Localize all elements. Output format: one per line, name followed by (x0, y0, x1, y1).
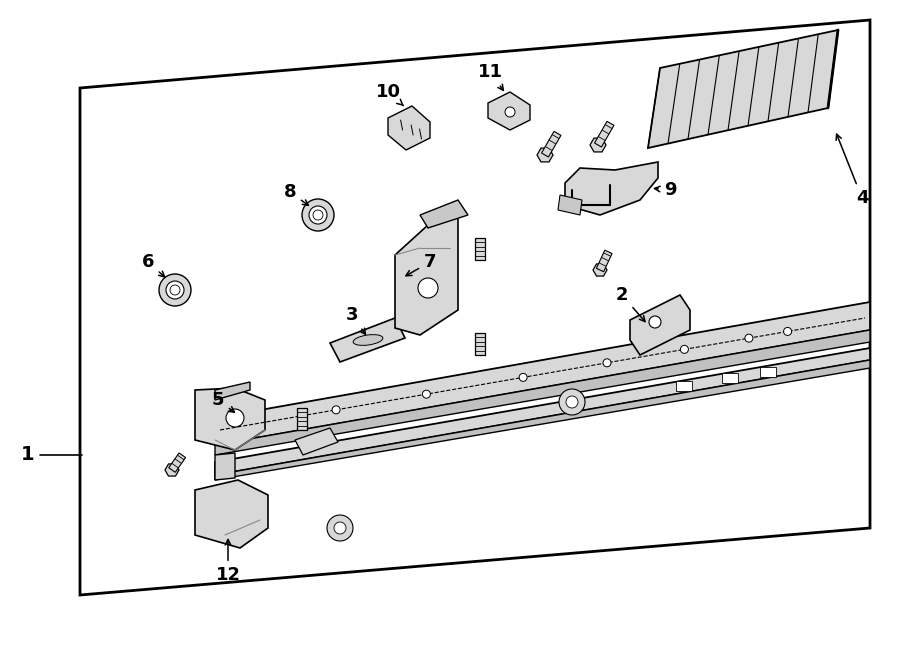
Circle shape (332, 406, 340, 414)
Polygon shape (475, 238, 485, 260)
Text: 3: 3 (346, 306, 365, 334)
Text: 6: 6 (142, 253, 165, 277)
Polygon shape (475, 333, 485, 355)
Polygon shape (722, 373, 737, 383)
Polygon shape (558, 195, 582, 215)
Polygon shape (488, 92, 530, 130)
Circle shape (603, 359, 611, 367)
Polygon shape (195, 388, 265, 450)
Circle shape (566, 396, 578, 408)
Text: 7: 7 (406, 253, 436, 276)
Circle shape (166, 281, 184, 299)
Polygon shape (760, 367, 776, 377)
Text: 10: 10 (375, 83, 403, 106)
Polygon shape (593, 264, 607, 276)
Circle shape (159, 274, 191, 306)
Text: 8: 8 (284, 183, 309, 205)
Polygon shape (215, 360, 870, 480)
Circle shape (327, 515, 353, 541)
Polygon shape (420, 200, 468, 228)
Polygon shape (565, 162, 658, 215)
Polygon shape (168, 453, 185, 472)
Circle shape (519, 373, 527, 381)
Polygon shape (630, 295, 690, 355)
Circle shape (422, 390, 430, 398)
Polygon shape (542, 131, 561, 157)
Polygon shape (648, 30, 838, 148)
Polygon shape (677, 381, 692, 391)
Polygon shape (537, 148, 553, 162)
Polygon shape (395, 215, 458, 335)
Circle shape (170, 285, 180, 295)
Polygon shape (215, 453, 235, 480)
Polygon shape (330, 318, 405, 362)
Polygon shape (295, 428, 338, 455)
Polygon shape (195, 480, 268, 548)
Polygon shape (215, 302, 870, 445)
Polygon shape (215, 348, 870, 475)
Text: 5: 5 (212, 391, 234, 412)
Circle shape (309, 206, 327, 224)
Polygon shape (165, 464, 179, 476)
Text: 2: 2 (616, 286, 645, 322)
Text: 9: 9 (654, 181, 676, 199)
Text: 11: 11 (478, 63, 503, 91)
Circle shape (680, 346, 688, 354)
Circle shape (418, 278, 438, 298)
Polygon shape (595, 121, 614, 147)
Polygon shape (215, 382, 250, 400)
Text: 12: 12 (215, 540, 240, 584)
Polygon shape (590, 138, 606, 152)
Polygon shape (388, 106, 430, 150)
Text: 1: 1 (22, 446, 35, 465)
Circle shape (559, 389, 585, 415)
Polygon shape (215, 330, 870, 455)
Circle shape (745, 334, 753, 342)
Circle shape (505, 107, 515, 117)
Circle shape (784, 328, 792, 336)
Circle shape (302, 199, 334, 231)
Circle shape (649, 316, 661, 328)
Polygon shape (597, 250, 612, 271)
Circle shape (226, 409, 244, 427)
Ellipse shape (353, 334, 382, 346)
Circle shape (334, 522, 346, 534)
Circle shape (313, 210, 323, 220)
Polygon shape (297, 408, 307, 430)
Text: 4: 4 (836, 134, 868, 207)
